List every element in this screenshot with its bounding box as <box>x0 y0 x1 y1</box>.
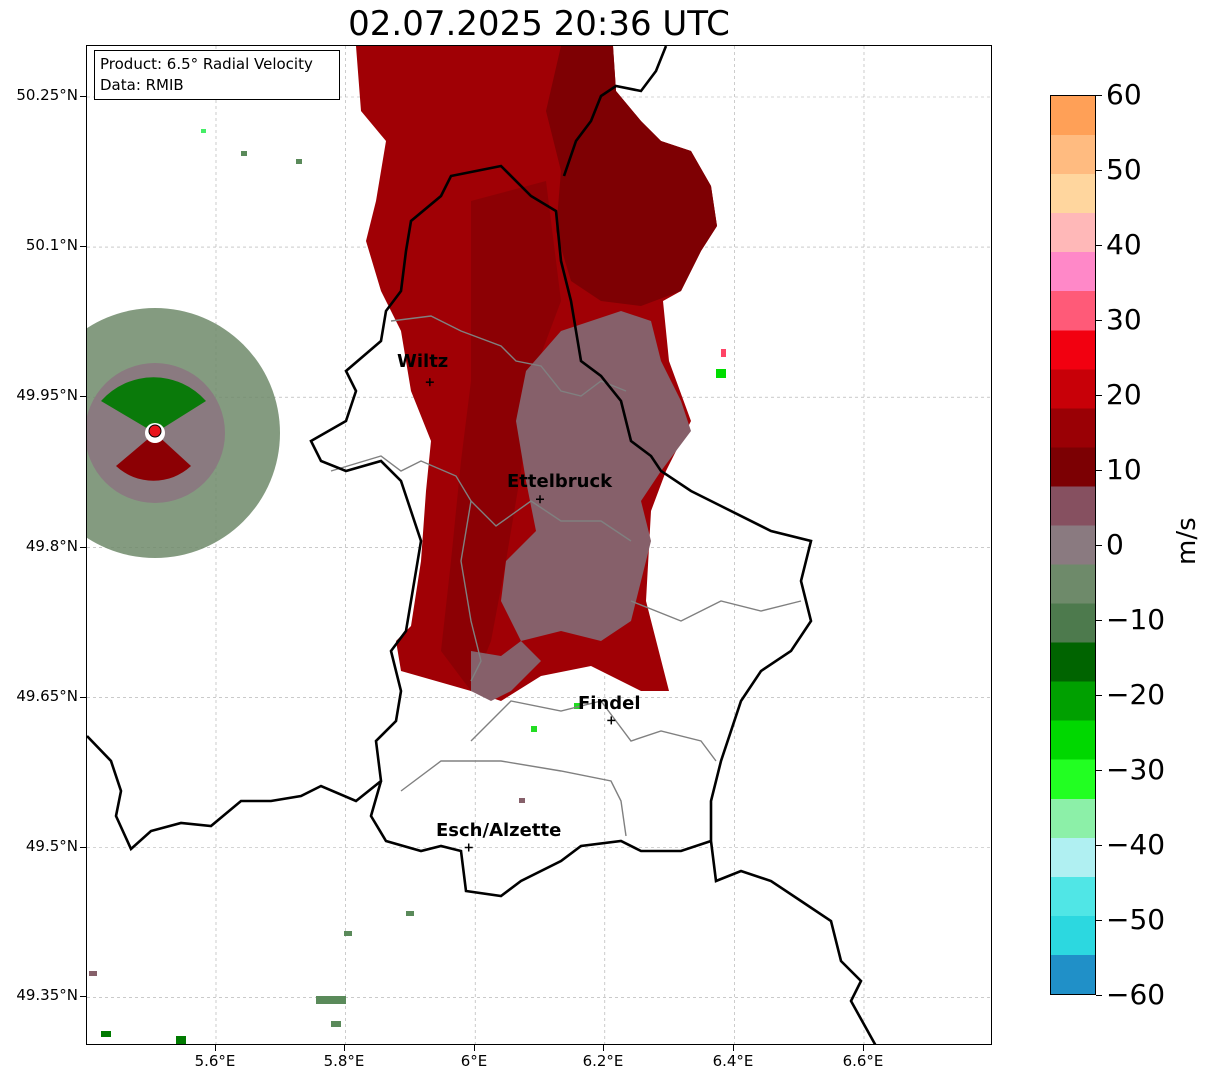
lat-label: 49.8°N <box>25 537 78 555</box>
city-marker <box>536 495 544 504</box>
city-markers <box>425 378 616 852</box>
lon-tick <box>603 1045 604 1051</box>
lat-label: 49.95°N <box>16 386 78 404</box>
city-marker <box>464 843 473 852</box>
colorbar-label: −10 <box>1106 603 1166 636</box>
lat-tick <box>80 396 86 397</box>
velocity-echo-near-zero <box>471 311 691 701</box>
radar-map[interactable] <box>86 45 992 1045</box>
lat-tick <box>80 547 86 548</box>
colorbar-tick <box>1096 695 1102 696</box>
scattered-echoes <box>89 129 726 1044</box>
city-label-esch-alzette: Esch/Alzette <box>436 820 562 841</box>
city-label-wiltz: Wiltz <box>397 351 449 372</box>
colorbar-label: 0 <box>1106 528 1124 561</box>
lat-tick <box>80 996 86 997</box>
lon-label: 6.6°E <box>842 1052 884 1070</box>
colorbar-tick <box>1096 170 1102 171</box>
colorbar-label: −40 <box>1106 828 1166 861</box>
colorbar-unit-label: m/s <box>1172 517 1202 565</box>
canton-borders <box>330 315 802 837</box>
city-marker <box>607 716 616 725</box>
lat-tick <box>80 96 86 97</box>
lat-label: 49.35°N <box>16 986 78 1004</box>
radar-site-echoes <box>87 308 280 558</box>
colorbar-label: 40 <box>1106 228 1142 261</box>
product-label: Product: 6.5° Radial Velocity <box>100 55 313 73</box>
lon-label: 6.4°E <box>712 1052 754 1070</box>
colorbar-label: 60 <box>1106 78 1142 111</box>
lat-tick <box>80 697 86 698</box>
velocity-colorbar <box>1050 95 1096 995</box>
lon-tick <box>863 1045 864 1051</box>
colorbar-tick <box>1096 845 1102 846</box>
lat-label: 50.1°N <box>25 236 78 254</box>
lon-tick <box>733 1045 734 1051</box>
lon-label: 6°E <box>460 1052 488 1070</box>
lat-label: 50.25°N <box>16 86 78 104</box>
data-source-label: Data: RMIB <box>100 76 184 94</box>
colorbar-label: −30 <box>1106 753 1166 786</box>
colorbar-label: −20 <box>1106 678 1166 711</box>
city-label-ettelbruck: Ettelbruck <box>507 471 613 492</box>
colorbar-tick <box>1096 320 1102 321</box>
lat-tick <box>80 847 86 848</box>
colorbar-tick <box>1096 995 1102 996</box>
lat-label: 49.65°N <box>16 687 78 705</box>
lat-label: 49.5°N <box>25 837 78 855</box>
lon-label: 5.6°E <box>194 1052 236 1070</box>
colorbar-tick <box>1096 470 1102 471</box>
colorbar-label: 10 <box>1106 453 1142 486</box>
colorbar-label: 20 <box>1106 378 1142 411</box>
map-title: 02.07.2025 20:36 UTC <box>348 4 730 44</box>
colorbar-label: −50 <box>1106 903 1166 936</box>
product-info-box: Product: 6.5° Radial Velocity Data: RMIB <box>94 50 340 100</box>
lat-tick <box>80 246 86 247</box>
colorbar-tick <box>1096 620 1102 621</box>
colorbar-tick <box>1096 395 1102 396</box>
colorbar-tick <box>1096 245 1102 246</box>
colorbar-tick <box>1096 920 1102 921</box>
colorbar-label: 50 <box>1106 153 1142 186</box>
radar-map-canvas <box>87 46 991 1044</box>
lon-tick <box>344 1045 345 1051</box>
lon-tick <box>474 1045 475 1051</box>
lon-label: 5.8°E <box>323 1052 365 1070</box>
city-marker <box>425 378 434 387</box>
colorbar-tick <box>1096 545 1102 546</box>
lon-label: 6.2°E <box>582 1052 624 1070</box>
city-label-findel: Findel <box>578 693 641 714</box>
colorbar-tick <box>1096 770 1102 771</box>
country-borders <box>87 46 877 1044</box>
colorbar-label: −60 <box>1106 978 1166 1011</box>
colorbar-label: 30 <box>1106 303 1142 336</box>
colorbar-tick <box>1096 95 1102 96</box>
lon-tick <box>215 1045 216 1051</box>
